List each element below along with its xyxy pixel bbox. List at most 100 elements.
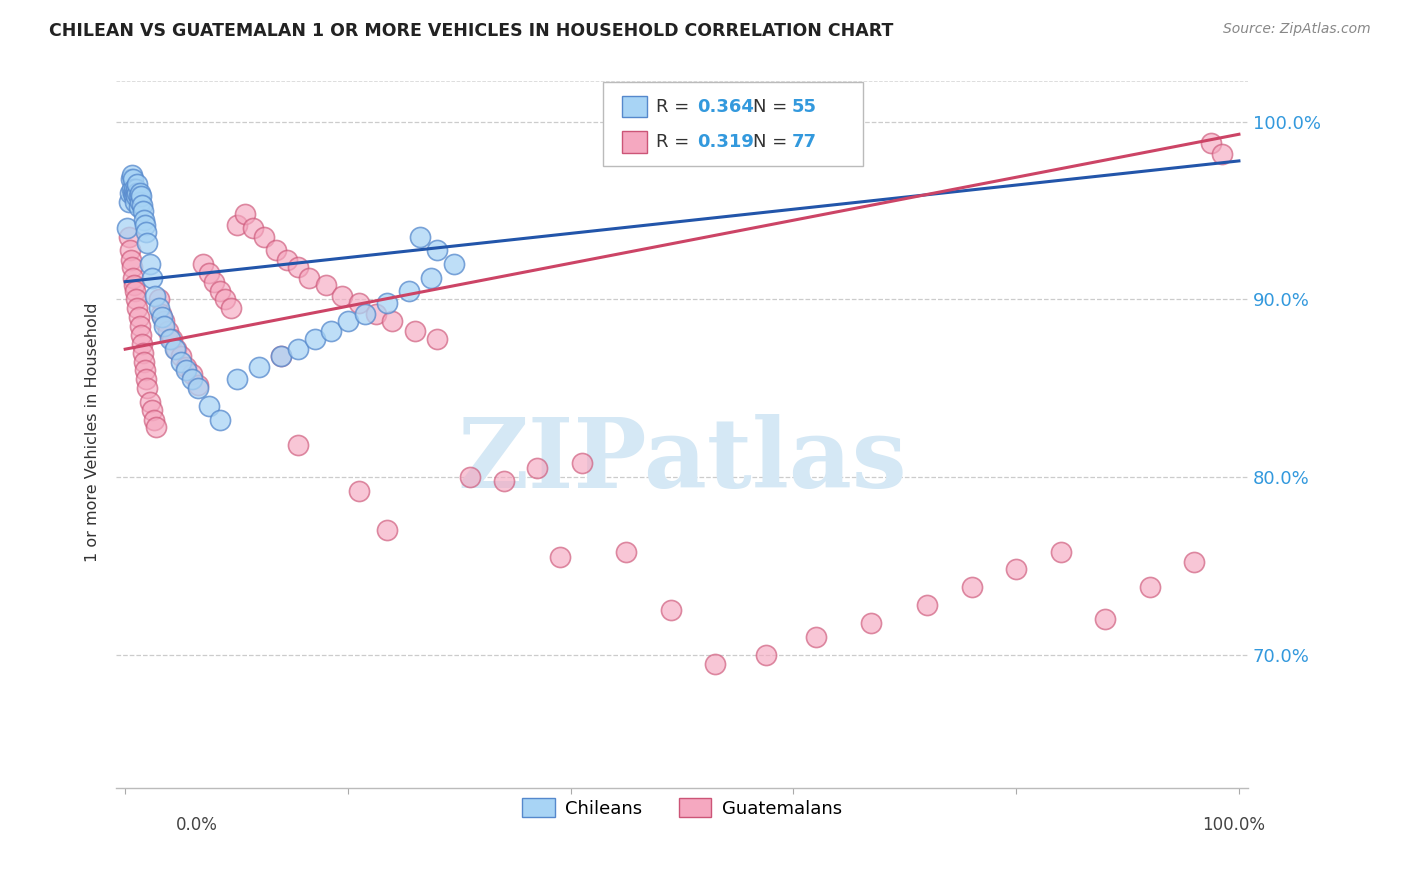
Point [149, 307, 172, 321]
Text: 0.319: 0.319 [697, 133, 754, 151]
Point [170, 349, 193, 363]
Point [860, 615, 883, 630]
Point [159, 332, 181, 346]
Point [381, 314, 404, 328]
Point [125, 182, 148, 196]
Point [117, 194, 139, 209]
Point [132, 345, 155, 359]
Point [364, 307, 387, 321]
Point [398, 284, 420, 298]
Point [276, 253, 298, 268]
Point [170, 354, 193, 368]
Point [121, 182, 143, 196]
Point [443, 257, 465, 271]
Point [287, 342, 309, 356]
Point [187, 377, 209, 392]
Point [202, 275, 225, 289]
Point [135, 372, 157, 386]
Point [321, 325, 343, 339]
Point [122, 182, 145, 196]
Point [131, 198, 153, 212]
Point [197, 266, 219, 280]
Point [704, 657, 727, 671]
FancyBboxPatch shape [603, 82, 863, 166]
Point [219, 301, 242, 316]
Text: CHILEAN VS GUATEMALAN 1 OR MORE VEHICLES IN HOUSEHOLD CORRELATION CHART: CHILEAN VS GUATEMALAN 1 OR MORE VEHICLES… [49, 22, 894, 40]
Point [122, 278, 145, 293]
Point [118, 243, 141, 257]
Point [332, 289, 354, 303]
Point [755, 648, 778, 662]
Point [208, 413, 231, 427]
Point [136, 381, 159, 395]
Point [409, 230, 432, 244]
Point [298, 271, 321, 285]
Point [132, 203, 155, 218]
Point [134, 354, 156, 368]
Point [118, 186, 141, 200]
Point [247, 359, 270, 374]
Point [165, 342, 187, 356]
Point [120, 253, 142, 268]
Point [138, 257, 160, 271]
Point [127, 177, 149, 191]
Point [1005, 562, 1028, 576]
Point [287, 438, 309, 452]
Point [160, 332, 183, 346]
Point [125, 189, 148, 203]
Point [1182, 555, 1205, 569]
Point [1211, 146, 1233, 161]
Point [336, 314, 359, 328]
Point [426, 243, 449, 257]
Point [129, 328, 152, 343]
Point [129, 189, 152, 203]
Point [156, 325, 179, 339]
Point [150, 310, 173, 325]
Y-axis label: 1 or more Vehicles in Household: 1 or more Vehicles in Household [86, 303, 100, 562]
Point [208, 284, 231, 298]
Point [134, 212, 156, 227]
Point [117, 221, 139, 235]
Text: R =: R = [657, 98, 695, 116]
Point [120, 171, 142, 186]
Text: Source: ZipAtlas.com: Source: ZipAtlas.com [1223, 22, 1371, 37]
Point [134, 218, 156, 232]
Point [960, 580, 983, 594]
Point [121, 168, 143, 182]
Bar [621, 131, 647, 153]
Point [181, 367, 204, 381]
Point [264, 243, 287, 257]
Point [1049, 544, 1071, 558]
Point [131, 336, 153, 351]
Text: N =: N = [754, 98, 793, 116]
Point [197, 399, 219, 413]
Point [145, 420, 167, 434]
Point [270, 349, 292, 363]
Point [136, 235, 159, 250]
Point [124, 194, 146, 209]
Point [1094, 612, 1116, 626]
Point [128, 194, 150, 209]
Point [526, 461, 548, 475]
Point [143, 413, 166, 427]
Point [548, 549, 571, 564]
Point [225, 218, 247, 232]
Point [153, 319, 176, 334]
Text: 77: 77 [792, 133, 817, 151]
Bar [621, 96, 647, 118]
Point [148, 301, 170, 316]
Text: 0.0%: 0.0% [176, 816, 218, 834]
Point [242, 221, 264, 235]
Point [176, 359, 198, 374]
Point [153, 314, 176, 328]
Point [148, 293, 170, 307]
Point [315, 278, 337, 293]
Point [253, 230, 276, 244]
Text: 100.0%: 100.0% [1202, 816, 1265, 834]
Text: R =: R = [657, 133, 695, 151]
Point [404, 325, 426, 339]
Point [135, 225, 157, 239]
Point [804, 630, 827, 644]
Point [1199, 136, 1222, 150]
Point [187, 381, 209, 395]
